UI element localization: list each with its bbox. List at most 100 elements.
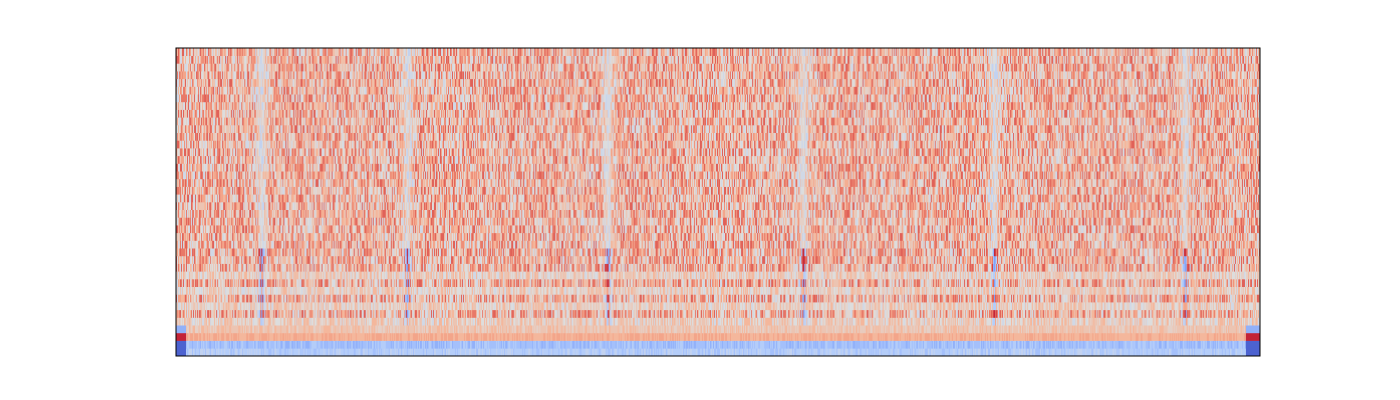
heatmap-cell	[554, 302, 557, 311]
heatmap-cell	[198, 325, 201, 334]
heatmap-cell	[1193, 340, 1196, 349]
heatmap-cell	[1099, 348, 1101, 357]
heatmap-cell	[409, 340, 412, 349]
heatmap-cell	[298, 332, 300, 341]
heatmap-cell	[285, 309, 287, 318]
heatmap-cell	[731, 317, 733, 326]
heatmap-cell	[391, 340, 394, 349]
heatmap-cell	[790, 325, 792, 334]
heatmap-cell	[621, 325, 623, 334]
heatmap-cell	[510, 325, 513, 334]
heatmap-cell	[599, 340, 602, 349]
heatmap-cell	[1027, 317, 1030, 326]
heatmap-cell	[537, 340, 539, 349]
heatmap-cell	[286, 317, 288, 326]
heatmap-cell	[499, 309, 501, 318]
heatmap-cell	[438, 340, 441, 349]
heatmap-cell	[611, 317, 613, 326]
heatmap-cell	[489, 317, 491, 326]
heatmap-cell	[443, 317, 446, 326]
heatmap-cell	[592, 325, 594, 334]
heatmap-cell	[631, 340, 634, 349]
heatmap-cell	[861, 325, 863, 334]
heatmap-cell	[259, 325, 263, 334]
heatmap-cell	[573, 348, 575, 357]
heatmap-cell	[850, 348, 853, 357]
heatmap-cell	[449, 309, 451, 318]
heatmap-cell	[816, 332, 820, 341]
heatmap-cell	[676, 332, 679, 341]
heatmap-cell	[984, 317, 987, 326]
heatmap-cell	[891, 325, 894, 334]
heatmap-cell	[451, 309, 453, 318]
heatmap-cell	[1133, 317, 1135, 326]
heatmap-cell	[1093, 340, 1095, 349]
heatmap-cell	[525, 348, 529, 357]
heatmap-cell	[991, 325, 994, 334]
heatmap-cell	[379, 348, 382, 357]
heatmap-cell	[893, 317, 895, 326]
heatmap-cell	[818, 317, 820, 326]
heatmap-cell	[866, 317, 868, 326]
heatmap-cell	[311, 340, 317, 349]
heatmap-cell	[1004, 332, 1006, 341]
heatmap-cell	[793, 348, 795, 357]
heatmap-cell	[346, 317, 349, 326]
heatmap-cell	[296, 325, 299, 334]
heatmap-cell	[1179, 348, 1181, 357]
heatmap-cell	[715, 348, 718, 357]
heatmap-cell	[229, 348, 231, 357]
heatmap-cell	[1015, 317, 1017, 326]
heatmap-cell	[467, 340, 469, 349]
heatmap-cell	[314, 309, 316, 318]
heatmap-cell	[1055, 340, 1057, 349]
heatmap-cell	[541, 340, 544, 349]
heatmap-cell	[1122, 317, 1124, 326]
heatmap-cell	[525, 332, 529, 341]
heatmap-cell	[208, 317, 210, 326]
heatmap-cell	[791, 340, 793, 349]
heatmap-cell	[697, 302, 701, 311]
heatmap-cell	[671, 340, 674, 349]
heatmap-cell	[1118, 348, 1120, 357]
heatmap-cell	[1141, 348, 1143, 357]
heatmap-cell	[470, 317, 472, 326]
heatmap-cell	[906, 332, 908, 341]
heatmap-cell	[671, 332, 675, 341]
heatmap-cell	[1170, 332, 1172, 341]
heatmap-cell	[1077, 348, 1083, 357]
heatmap-cell	[820, 348, 822, 357]
heatmap-cell	[877, 332, 880, 341]
heatmap-cell	[287, 317, 289, 326]
heatmap-cell	[634, 332, 641, 341]
heatmap-cell	[657, 348, 660, 357]
heatmap-cell	[891, 332, 894, 341]
heatmap-cell	[998, 325, 1000, 334]
heatmap-cell	[996, 317, 998, 326]
heatmap-cell	[903, 317, 905, 326]
heatmap-cell	[261, 309, 263, 318]
heatmap-cell	[718, 309, 721, 318]
heatmap-cell	[977, 317, 980, 326]
heatmap-cell	[1140, 332, 1143, 341]
heatmap-cell	[553, 340, 557, 349]
heatmap-cell	[891, 348, 893, 357]
heatmap-cell	[1091, 309, 1095, 318]
heatmap-cell	[305, 340, 310, 349]
heatmap-cell	[441, 348, 444, 357]
heatmap-cell	[934, 317, 937, 326]
heatmap-cell	[270, 340, 275, 349]
heatmap-cell	[486, 309, 488, 318]
heatmap-cell	[627, 340, 630, 349]
heatmap-cell	[781, 348, 784, 357]
heatmap-cell	[427, 332, 430, 341]
heatmap-cell	[600, 332, 602, 341]
heatmap-cell	[1100, 348, 1102, 357]
heatmap-cell	[804, 317, 807, 326]
heatmap-cell	[1141, 317, 1143, 326]
heatmap-cell	[606, 302, 609, 311]
heatmap-cell	[765, 348, 767, 357]
heatmap-cell	[639, 332, 644, 341]
heatmap-cell	[626, 332, 629, 341]
heatmap-cell	[391, 309, 394, 318]
